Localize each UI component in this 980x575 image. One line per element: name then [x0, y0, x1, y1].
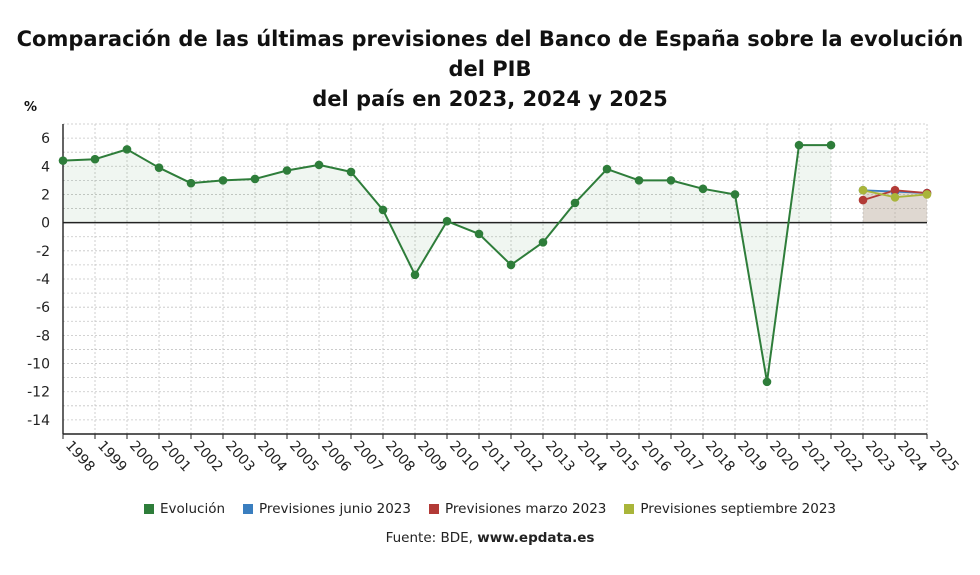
- x-tick-label: 2010: [446, 438, 482, 475]
- y-tick-label: -12: [27, 385, 50, 401]
- data-point-evoluci-n-2005: [282, 166, 292, 175]
- series-points: [58, 140, 932, 387]
- grid: [63, 123, 928, 434]
- x-tick-label: 2009: [414, 438, 450, 475]
- data-point-evoluci-n-2003: [218, 176, 228, 185]
- y-tick-label: 4: [41, 159, 50, 175]
- legend-item-previsiones-junio-2023: Previsiones junio 2023: [243, 501, 411, 517]
- data-point-evoluci-n-1999: [90, 154, 100, 164]
- data-point-evoluci-n-2018: [698, 184, 708, 194]
- legend-swatch: [429, 504, 439, 514]
- legend-label: Previsiones junio 2023: [259, 501, 411, 517]
- data-point-evoluci-n-2010: [442, 216, 452, 226]
- x-tick-label: 2012: [510, 438, 546, 475]
- data-point-evoluci-n-2000: [122, 145, 132, 154]
- chart-title-line-2: del país en 2023, 2024 y 2025: [312, 87, 668, 111]
- chart-title: Comparación de las últimas previsiones d…: [0, 24, 980, 114]
- data-point-evoluci-n-2006: [314, 160, 324, 170]
- x-tick-label: 2016: [638, 438, 674, 475]
- y-tick-label: -8: [36, 328, 50, 344]
- data-point-previsiones-marzo-2023-2024: [890, 185, 900, 195]
- x-tick-label: 2015: [606, 438, 642, 475]
- x-tick-label: 2005: [286, 438, 322, 475]
- x-tick-label: 2018: [702, 438, 738, 475]
- x-tick-label: 2023: [862, 438, 898, 475]
- y-tick-label: -4: [36, 272, 50, 288]
- x-tick-label: 2014: [574, 438, 610, 475]
- legend-item-evoluci-n: Evolución: [143, 501, 226, 517]
- y-tick-label: 0: [41, 216, 50, 232]
- chart: % 6 4 2 0 -2 -4 -6 -8 -10 -12 -14 1998199920002001…: [24, 100, 962, 475]
- source-site: www.epdata.es: [477, 530, 595, 546]
- x-tick-label: 2025: [926, 438, 962, 475]
- x-tick-label: 2004: [254, 438, 290, 475]
- x-tick-label: 2006: [318, 438, 354, 475]
- legend-item-previsiones-marzo-2023: Previsiones marzo 2023: [429, 501, 606, 517]
- legend-label: Previsiones septiembre 2023: [640, 501, 837, 517]
- x-tick-label: 2024: [894, 438, 930, 475]
- data-point-previsiones-septiembre-2023-2025: [922, 190, 932, 199]
- data-point-evoluci-n-2015: [602, 164, 612, 174]
- legend: Evolución Previsiones junio 2023 Prevision…: [0, 501, 980, 517]
- x-tick-label: 2017: [670, 438, 706, 475]
- data-point-evoluci-n-2019: [730, 190, 740, 199]
- y-tick-label: -6: [36, 300, 50, 316]
- data-point-previsiones-septiembre-2023-2023: [858, 185, 868, 195]
- data-point-evoluci-n-2011: [474, 229, 484, 239]
- y-axis-unit-label: %: [24, 100, 37, 115]
- x-tick-label: 2022: [830, 438, 866, 475]
- data-point-evoluci-n-2020: [762, 377, 772, 387]
- x-tick-label: 2020: [766, 438, 802, 475]
- x-tick-label: 2011: [478, 438, 514, 475]
- x-tick-label: 2003: [222, 438, 258, 475]
- data-point-evoluci-n-1998: [58, 156, 68, 165]
- source-note: Fuente: BDE, www.epdata.es: [0, 530, 980, 546]
- chart-title-line-1: Comparación de las últimas previsiones d…: [16, 27, 964, 81]
- y-tick-label: 2: [41, 187, 50, 203]
- y-tick-label: -14: [27, 413, 50, 429]
- series-areas: [63, 145, 927, 382]
- legend-swatch: [143, 504, 154, 514]
- x-tick-label: 2013: [542, 438, 578, 475]
- legend-label: Evolución: [159, 501, 226, 517]
- y-tick-labels: 6 4 2 0 -2 -4 -6 -8 -10 -12 -14: [27, 131, 50, 429]
- legend-label: Previsiones marzo 2023: [445, 501, 607, 517]
- x-tick-label: 1999: [94, 438, 130, 475]
- x-tick-label: 2021: [798, 438, 834, 475]
- legend-swatch: [624, 504, 635, 514]
- y-tick-label: -10: [27, 357, 50, 373]
- y-tick-label: 6: [41, 131, 50, 147]
- data-point-previsiones-septiembre-2023-2024: [890, 192, 900, 202]
- data-point-evoluci-n-2004: [250, 174, 260, 184]
- area-previsiones: [863, 190, 927, 223]
- data-point-evoluci-n-2009: [410, 270, 420, 280]
- data-point-evoluci-n-2002: [186, 178, 196, 188]
- area-evolucion: [63, 145, 831, 382]
- x-tick-label: 2000: [126, 438, 162, 475]
- x-tick-label: 2002: [190, 438, 226, 475]
- data-point-evoluci-n-2014: [570, 198, 580, 208]
- data-point-evoluci-n-2001: [154, 163, 164, 172]
- x-tick-label: 2007: [350, 438, 386, 475]
- legend-item-previsiones-septiembre-2023: Previsiones septiembre 2023: [624, 501, 836, 517]
- data-point-evoluci-n-2008: [378, 205, 388, 215]
- data-point-evoluci-n-2017: [666, 176, 676, 185]
- legend-swatch: [243, 504, 254, 514]
- x-tick-label: 2019: [734, 438, 770, 475]
- source-prefix: Fuente: BDE,: [385, 530, 478, 546]
- axes: [62, 124, 928, 439]
- data-point-previsiones-marzo-2023-2023: [858, 195, 868, 205]
- data-point-evoluci-n-2016: [634, 176, 644, 185]
- data-point-evoluci-n-2012: [506, 260, 516, 270]
- x-tick-label: 2008: [382, 438, 418, 475]
- data-point-evoluci-n-2022: [826, 140, 836, 150]
- data-point-evoluci-n-2013: [538, 238, 548, 247]
- x-tick-labels: 1998199920002001200220032004200520062007…: [62, 438, 962, 475]
- x-tick-label: 1998: [62, 438, 98, 475]
- data-point-evoluci-n-2021: [794, 140, 804, 150]
- x-tick-label: 2001: [158, 438, 194, 475]
- y-tick-label: -2: [36, 244, 50, 260]
- data-point-evoluci-n-2007: [346, 167, 356, 177]
